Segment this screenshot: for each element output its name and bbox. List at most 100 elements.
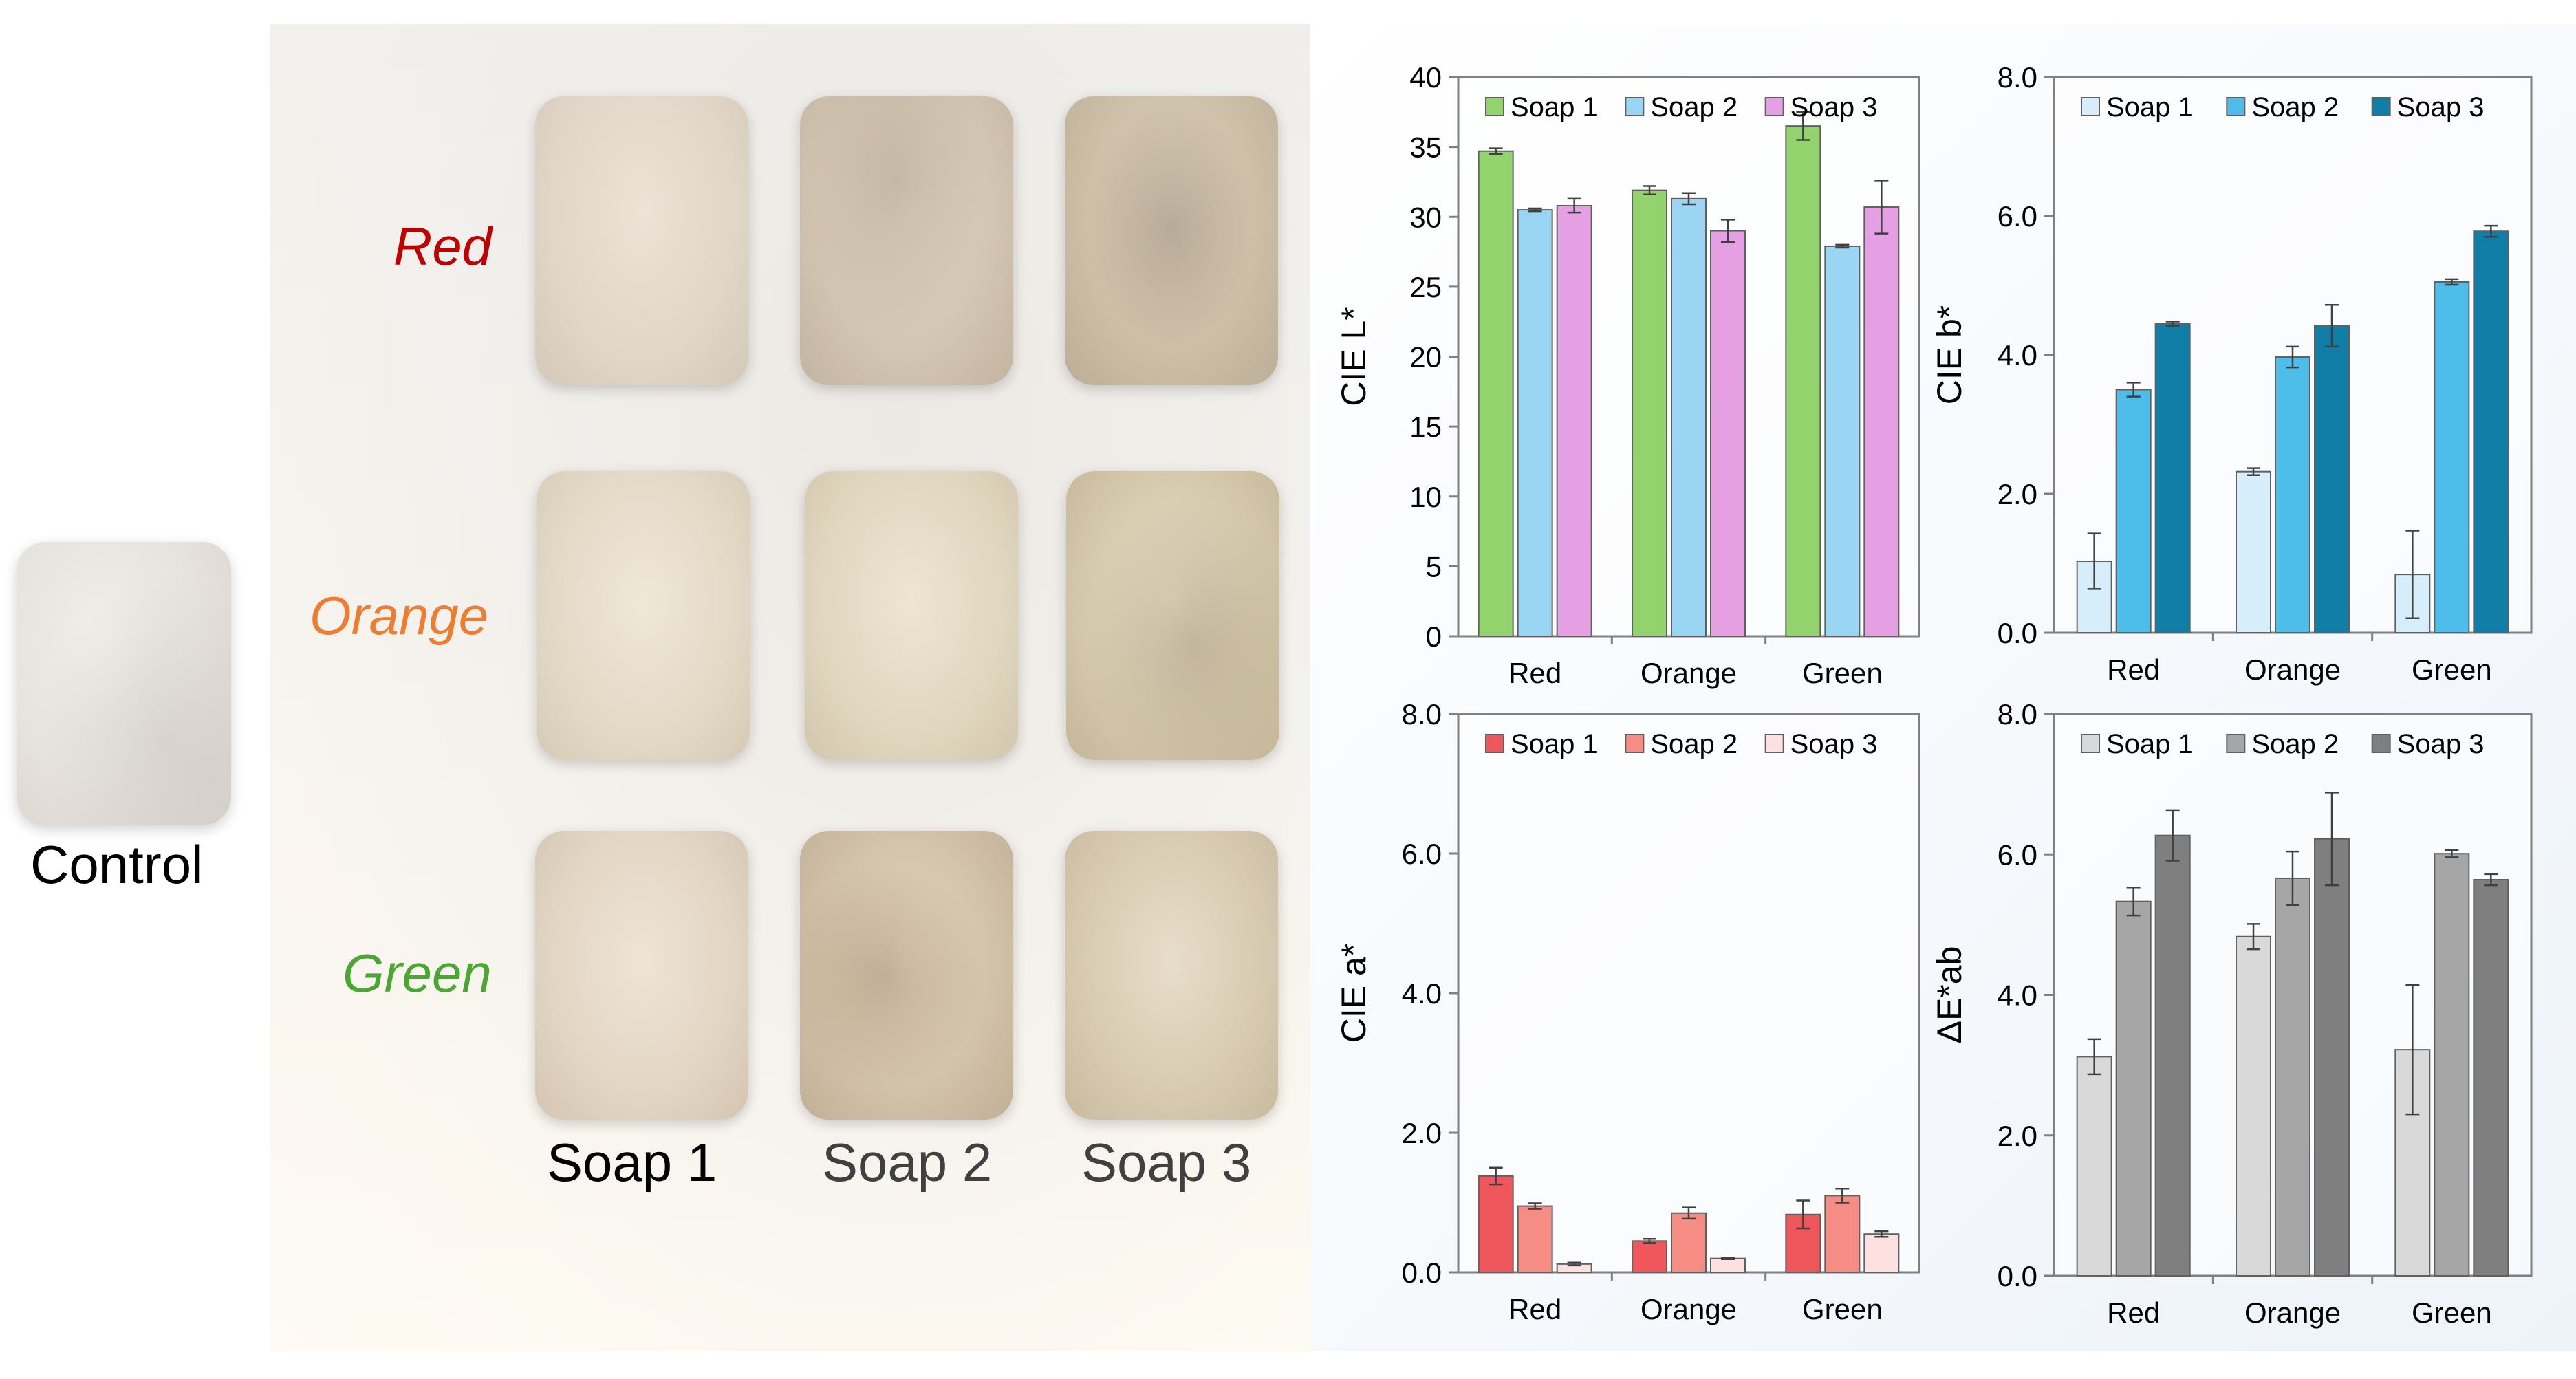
chart1-legend-label: Soap 1	[1511, 92, 1598, 122]
chart1-bar-green-s2	[1824, 245, 1861, 637]
chart1-ytick-label: 30	[1409, 201, 1442, 233]
soap-photo-green-soap2	[800, 831, 1013, 1120]
chart4-bar-red-s1	[2076, 1056, 2112, 1277]
chart1-bar-orange-s1	[1632, 189, 1667, 637]
chart2-bar-green-s2	[2434, 281, 2470, 633]
chart3-bar-red-s2	[1517, 1205, 1553, 1273]
chart4-ytick-label: 4.0	[1998, 979, 2037, 1012]
row-label-orange: Orange	[310, 585, 489, 646]
chart3-bar-red-s1	[1478, 1175, 1514, 1274]
soap-photo-green-soap3	[1065, 831, 1278, 1120]
chart4-ytick-label: 6.0	[1998, 838, 2037, 871]
chart4-bar-green-s2	[2434, 853, 2470, 1277]
chart1-ytick-label: 20	[1409, 341, 1442, 373]
chart1-ylabel: CIE L*	[1334, 307, 1373, 406]
chart4-legend-swatch	[2226, 734, 2246, 753]
chart1-bar-orange-s2	[1671, 197, 1707, 637]
chart2-bar-orange-s1	[2236, 470, 2271, 633]
soap-photo-orange-soap3	[1066, 471, 1279, 760]
chart2-bar-green-s3	[2473, 230, 2509, 634]
chart4-legend-swatch	[2081, 734, 2100, 753]
row-label-green: Green	[343, 943, 492, 1003]
chart2-legend-swatch	[2226, 97, 2246, 116]
chart2-ytick-label: 0.0	[1998, 617, 2037, 649]
chart4-legend-label: Soap 1	[2106, 729, 2194, 759]
chart4-bar-red-s3	[2154, 834, 2191, 1277]
chart2-ytick-label: 8.0	[1998, 61, 2037, 94]
soap-photo-red-soap2	[800, 96, 1013, 385]
chart2-legend-label: Soap 1	[2106, 92, 2194, 122]
chart2-legend-swatch	[2081, 97, 2100, 116]
chart2-bar-red-s3	[2154, 323, 2191, 633]
chart1-ytick-label: 40	[1409, 61, 1442, 94]
chart4-ylabel: ΔE*ab	[1930, 946, 1969, 1044]
chart2-bar-orange-s2	[2275, 356, 2310, 634]
chart1-legend-swatch	[1625, 97, 1645, 116]
chart3-bar-orange-s1	[1632, 1240, 1667, 1273]
chart1-legend-label: Soap 3	[1790, 92, 1878, 122]
chart3-ytick-label: 6.0	[1402, 838, 1442, 870]
chart3-bar-orange-s3	[1710, 1257, 1746, 1273]
row-label-red: Red	[393, 216, 493, 276]
chart4-bar-green-s3	[2473, 879, 2509, 1277]
chart3-legend-swatch	[1764, 734, 1784, 753]
chart1-bar-green-s3	[1863, 206, 1900, 637]
chart1-xtick-label: Red	[1508, 657, 1561, 689]
chart4-xtick-label: Green	[2412, 1296, 2492, 1329]
chart2-ytick-label: 6.0	[1998, 200, 2037, 232]
chart4-legend-swatch	[2371, 734, 2391, 753]
chart3-ytick-label: 4.0	[1402, 977, 1442, 1010]
chart1-legend-swatch	[1764, 97, 1784, 116]
chart2-bar-orange-s3	[2314, 325, 2350, 633]
chart2-bar-red-s2	[2115, 389, 2152, 633]
chart2-xtick-label: Green	[2412, 653, 2492, 686]
chart4-ytick-label: 0.0	[1998, 1260, 2037, 1292]
chart2-ytick-label: 2.0	[1998, 478, 2037, 510]
control-label: Control	[30, 834, 204, 895]
chart4-ytick-label: 2.0	[1998, 1120, 2037, 1152]
chart3-xtick-label: Red	[1508, 1293, 1561, 1325]
chart1-xtick-label: Green	[1802, 657, 1883, 689]
column-label-soap2: Soap 2	[822, 1132, 993, 1193]
chart1-legend-swatch	[1485, 97, 1504, 116]
chart1-ytick-label: 0	[1426, 620, 1442, 653]
chart4-bar-red-s2	[2115, 900, 2152, 1277]
chart4-xtick-label: Red	[2107, 1296, 2160, 1329]
chart3-legend-label: Soap 3	[1790, 729, 1878, 759]
chart1-ytick-label: 25	[1409, 271, 1442, 303]
chart3-legend-label: Soap 2	[1650, 729, 1738, 759]
column-label-soap1: Soap 1	[547, 1132, 717, 1193]
soap-photo-orange-soap2	[805, 471, 1018, 760]
soap-photo-green-soap1	[535, 831, 748, 1120]
soap-photo-red-soap1	[535, 96, 748, 385]
chart1-ytick-label: 15	[1409, 411, 1442, 443]
chart2-legend-label: Soap 3	[2397, 92, 2485, 122]
soap-photo-red-soap3	[1065, 96, 1278, 385]
chart1-bar-red-s2	[1517, 209, 1553, 637]
chart3-legend-swatch	[1625, 734, 1645, 753]
chart2-ylabel: CIE b*	[1930, 305, 1969, 405]
chart4-legend-label: Soap 3	[2397, 729, 2485, 759]
chart1-bar-red-s1	[1478, 150, 1514, 638]
chart3-bar-green-s2	[1824, 1195, 1861, 1273]
chart1-xtick-label: Orange	[1641, 657, 1737, 689]
chart3-ytick-label: 0.0	[1402, 1257, 1442, 1289]
chart3-legend-label: Soap 1	[1511, 729, 1598, 759]
chart4-bar-orange-s3	[2314, 838, 2350, 1277]
chart3-xtick-label: Orange	[1641, 1293, 1737, 1325]
chart1-ytick-label: 35	[1409, 131, 1442, 164]
chart4-bar-orange-s2	[2275, 877, 2310, 1277]
chart4-bar-orange-s1	[2236, 935, 2271, 1277]
chart3-ylabel: CIE a*	[1334, 944, 1373, 1043]
chart1-bar-green-s1	[1785, 125, 1821, 637]
chart3-bar-orange-s2	[1671, 1212, 1707, 1273]
chart3-xtick-label: Green	[1802, 1293, 1883, 1325]
soap-photo-orange-soap1	[537, 471, 750, 760]
chart3-legend-swatch	[1485, 734, 1504, 753]
chart2-legend-swatch	[2371, 97, 2391, 116]
chart1-bar-orange-s3	[1710, 230, 1746, 637]
chart2-legend-label: Soap 2	[2251, 92, 2339, 122]
chart1-bar-red-s3	[1556, 204, 1592, 637]
chart1-legend-label: Soap 2	[1650, 92, 1738, 122]
